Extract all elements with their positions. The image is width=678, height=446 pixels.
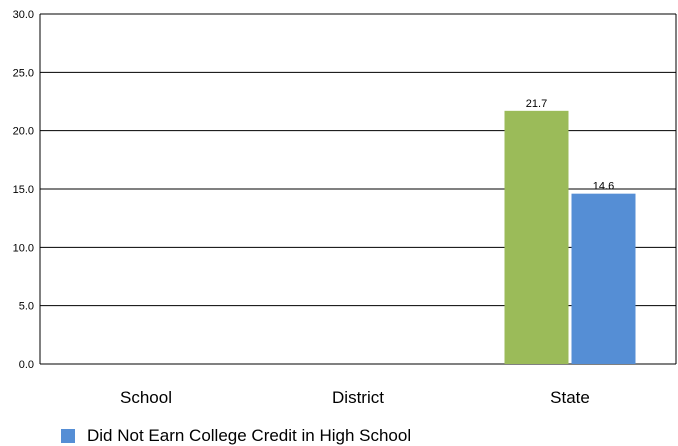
x-tick-label: School [120,388,172,407]
legend-swatch [61,429,75,443]
data-label: 14.6 [593,181,614,193]
bar [504,110,569,364]
y-tick-label: 20.0 [13,126,34,138]
bars [504,110,636,364]
legend-label: Did Not Earn College Credit in High Scho… [87,426,412,445]
data-label: 21.7 [526,98,547,110]
y-tick-label: 25.0 [13,67,34,79]
y-tick-label: 10.0 [13,242,34,254]
x-tick-label: State [550,388,590,407]
y-tick-label: 15.0 [13,184,34,196]
x-axis-tick-labels: School District State [120,388,590,407]
bar [571,193,636,364]
gridlines [39,13,677,365]
y-tick-label: 30.0 [13,9,34,21]
y-axis-tick-labels: 0.0 5.0 10.0 15.0 20.0 25.0 30.0 [13,9,34,371]
x-tick-label: District [332,388,384,407]
data-labels: 21.7 14.6 [526,98,614,193]
legend: Did Not Earn College Credit in High Scho… [61,426,411,446]
y-tick-label: 0.0 [19,359,34,371]
y-tick-label: 5.0 [19,301,34,313]
